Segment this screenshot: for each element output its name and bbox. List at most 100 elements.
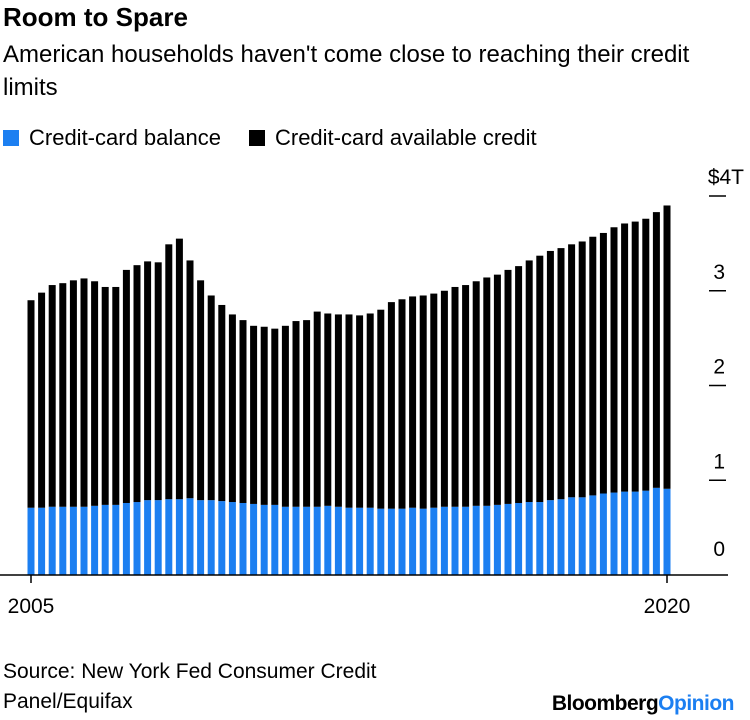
chart-title: Room to Spare [3, 2, 188, 32]
bar-available [207, 295, 215, 501]
bar-available [334, 314, 342, 507]
stacked-bar-chart: 0 1 2 3 $4T 2005 2020 [0, 166, 744, 618]
bar-available [271, 328, 279, 505]
bar-balance [546, 500, 554, 575]
bar-available [462, 285, 470, 507]
bar-balance [599, 493, 607, 575]
bar-balance [610, 492, 618, 575]
bar-balance [69, 506, 77, 575]
bar-available [419, 295, 427, 509]
source-note: Source: New York Fed Consumer Credit Pan… [3, 660, 377, 713]
legend-swatch-balance [3, 130, 19, 146]
bar-available [652, 212, 660, 488]
bar-available [38, 292, 46, 508]
x-tick-label: 2005 [8, 595, 55, 618]
bar-available [324, 313, 332, 506]
bar-available [589, 236, 597, 496]
bar-available [197, 280, 205, 501]
bar-balance [303, 506, 311, 575]
bar-balance [578, 497, 586, 575]
bar-balance [589, 495, 597, 575]
bar-available [303, 320, 311, 507]
bar-balance [59, 506, 67, 575]
bar-available [409, 296, 417, 508]
bar-balance [48, 506, 56, 575]
bar-available [122, 269, 130, 503]
bar-available [451, 286, 459, 507]
bar-balance [387, 508, 395, 576]
bar-balance [101, 504, 109, 575]
bar-available [599, 232, 607, 494]
bar-balance [451, 506, 459, 575]
bar-balance [663, 488, 671, 575]
bar-balance [27, 507, 35, 575]
bar-balance [440, 506, 448, 575]
bar-available [154, 262, 162, 501]
bar-balance [207, 500, 215, 575]
bar-available [239, 320, 247, 503]
bar-available [59, 283, 67, 507]
bar-balance [324, 505, 332, 575]
x-tick-label: 2020 [644, 595, 691, 618]
bar-available [144, 261, 152, 501]
bar-balance [366, 507, 374, 575]
bar-balance [504, 503, 512, 575]
bar-balance [91, 505, 99, 575]
bar-balance [419, 508, 427, 576]
bar-available [133, 265, 141, 503]
bar-available [610, 227, 618, 493]
bar-balance [652, 487, 660, 575]
bar-balance [239, 502, 247, 575]
bar-available [430, 293, 438, 508]
bar-available [48, 285, 56, 507]
bar-balance [144, 500, 152, 575]
bar-balance [122, 502, 130, 575]
bar-balance [430, 507, 438, 575]
y-tick-label: $4T [708, 166, 744, 189]
bar-balance [631, 491, 639, 575]
bar-available [557, 248, 565, 500]
bar-balance [271, 504, 279, 575]
bar-available [218, 304, 226, 502]
bar-balance [218, 501, 226, 576]
bar-balance [154, 500, 162, 575]
bar-available [281, 325, 289, 507]
legend-swatch-available [248, 130, 265, 146]
bar-available [112, 286, 120, 505]
bar-balance [165, 499, 173, 575]
bar-available [631, 221, 639, 492]
bar-balance [345, 507, 353, 575]
bar-available [536, 255, 544, 503]
bar-available [440, 290, 448, 507]
bar-available [387, 302, 395, 509]
y-tick-label: 2 [713, 356, 725, 379]
bar-balance [409, 507, 417, 575]
bar-balance [228, 502, 236, 575]
bar-balance [281, 506, 289, 575]
bar-balance [483, 505, 491, 575]
bar-available [377, 309, 385, 509]
bar-available [472, 281, 480, 506]
bar-available [366, 313, 374, 508]
bar-available [493, 274, 501, 505]
bar-balance [197, 500, 205, 575]
bar-balance [621, 491, 629, 575]
bar-available [663, 205, 671, 489]
bar-balance [313, 506, 321, 575]
bar-available [165, 244, 173, 500]
bar-available [69, 280, 77, 507]
bar-balance [462, 506, 470, 575]
bar-available [27, 300, 35, 508]
bar-balance [38, 507, 46, 575]
brand-logo: BloombergOpinion [552, 692, 735, 716]
bar-balance [472, 505, 480, 575]
bar-available [504, 269, 512, 504]
legend-label-available: Credit-card available credit [274, 125, 537, 150]
bar-available [260, 326, 268, 505]
brand-accent: Opinion [658, 692, 734, 715]
bar-balance [515, 502, 523, 575]
legend-item-available: Credit-card available credit [248, 125, 537, 151]
bar-balance [186, 498, 194, 575]
bar-available [642, 218, 650, 491]
bar-available [313, 311, 321, 507]
